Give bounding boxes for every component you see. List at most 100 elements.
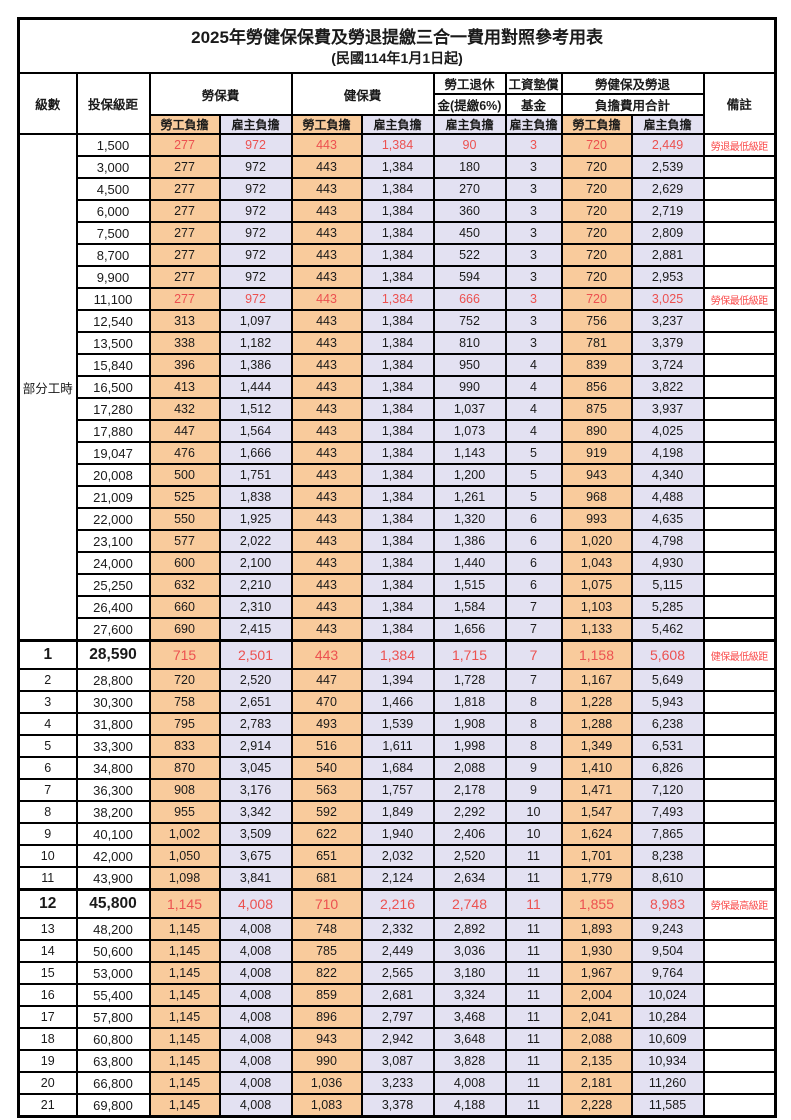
remark-cell: 勞退最低級距 xyxy=(702,133,777,157)
value-cell: 1,384 xyxy=(360,265,435,289)
remark-cell xyxy=(702,375,777,399)
value-cell: 1,384 xyxy=(360,133,435,157)
value-cell: 1,145 xyxy=(148,1071,221,1095)
value-cell: 9 xyxy=(504,778,563,802)
level-cell: 17 xyxy=(17,1005,78,1029)
level-cell: 20 xyxy=(17,1071,78,1095)
value-cell: 2,124 xyxy=(360,866,435,891)
value-cell: 11 xyxy=(504,1093,563,1118)
remark-cell xyxy=(702,939,777,963)
value-cell: 443 xyxy=(290,265,363,289)
value-cell: 1,158 xyxy=(560,639,633,670)
value-cell: 2,809 xyxy=(630,221,705,245)
value-cell: 1,036 xyxy=(290,1071,363,1095)
value-cell: 4 xyxy=(504,353,563,377)
value-cell: 6 xyxy=(504,507,563,531)
bracket-cell: 9,900 xyxy=(75,265,151,289)
value-cell: 1,384 xyxy=(360,243,435,267)
value-cell: 990 xyxy=(432,375,507,399)
table-row: 4 31,800 795 2,783 493 1,539 1,908 8 1,288 6,238 xyxy=(17,712,777,736)
table-row: 部分工時 1,500 277 972 443 1,384 90 3 720 2,449 勞退最低級距 xyxy=(17,133,777,642)
value-cell: 7 xyxy=(504,639,563,670)
value-cell: 443 xyxy=(290,177,363,201)
value-cell: 1,200 xyxy=(432,463,507,487)
value-cell: 5,608 xyxy=(630,639,705,670)
remark-cell xyxy=(702,712,777,736)
table-row: 8 38,200 955 3,342 592 1,849 2,292 10 1,547 7,493 xyxy=(17,800,777,824)
remark-cell xyxy=(702,177,777,201)
value-cell: 720 xyxy=(148,668,221,692)
remark-cell xyxy=(702,917,777,941)
value-cell: 833 xyxy=(148,734,221,758)
value-cell: 1,584 xyxy=(432,595,507,619)
value-cell: 1,384 xyxy=(360,397,435,421)
value-cell: 748 xyxy=(290,917,363,941)
subheader-total-employee: 勞工負擔 xyxy=(560,114,633,135)
level-cell: 1 xyxy=(17,639,78,670)
value-cell: 1,167 xyxy=(560,668,633,692)
value-cell: 2,181 xyxy=(560,1071,633,1095)
bracket-cell: 28,590 xyxy=(75,639,151,670)
value-cell: 6 xyxy=(504,551,563,575)
bracket-cell: 23,100 xyxy=(75,529,151,553)
value-cell: 443 xyxy=(290,133,363,157)
value-cell: 1,925 xyxy=(218,507,293,531)
value-cell: 1,145 xyxy=(148,983,221,1007)
level-cell: 7 xyxy=(17,778,78,802)
remark-cell xyxy=(702,800,777,824)
value-cell: 6,238 xyxy=(630,712,705,736)
value-cell: 1,384 xyxy=(360,441,435,465)
value-cell: 2,449 xyxy=(630,133,705,157)
value-cell: 10,609 xyxy=(630,1027,705,1051)
value-cell: 3 xyxy=(504,287,563,311)
value-cell: 4,488 xyxy=(630,485,705,509)
bracket-cell: 30,300 xyxy=(75,690,151,714)
level-cell: 2 xyxy=(17,668,78,692)
remark-cell xyxy=(702,309,777,333)
remark-cell xyxy=(702,1027,777,1051)
bracket-cell: 6,000 xyxy=(75,199,151,223)
value-cell: 447 xyxy=(148,419,221,443)
subheader-pension-employer: 雇主負擔 xyxy=(432,114,507,135)
bracket-cell: 48,200 xyxy=(75,917,151,941)
value-cell: 10,284 xyxy=(630,1005,705,1029)
remark-cell xyxy=(702,822,777,846)
col-header-bracket: 投保級距 xyxy=(75,72,151,135)
value-cell: 1,145 xyxy=(148,961,221,985)
bracket-cell: 63,800 xyxy=(75,1049,151,1073)
value-cell: 7 xyxy=(504,617,563,642)
value-cell: 1,073 xyxy=(432,419,507,443)
level-cell: 16 xyxy=(17,983,78,1007)
value-cell: 972 xyxy=(218,287,293,311)
value-cell: 2,629 xyxy=(630,177,705,201)
value-cell: 470 xyxy=(290,690,363,714)
value-cell: 443 xyxy=(290,551,363,575)
subheader-labor-employee: 勞工負擔 xyxy=(148,114,221,135)
table-row: 7,500 277 972 443 1,384 450 3 720 2,809 xyxy=(19,221,777,245)
value-cell: 11 xyxy=(504,1027,563,1051)
value-cell: 1,050 xyxy=(148,844,221,868)
value-cell: 3 xyxy=(504,331,563,355)
value-cell: 3,036 xyxy=(432,939,507,963)
premium-reference-table: 2025年勞健保保費及勞退提繳三合一費用對照參考用表 (民國114年1月1日起)… xyxy=(17,17,778,1118)
value-cell: 2,088 xyxy=(560,1027,633,1051)
value-cell: 11 xyxy=(504,1005,563,1029)
remark-cell xyxy=(702,441,777,465)
part-time-merged-cell: 部分工時 xyxy=(17,133,78,642)
value-cell: 3,025 xyxy=(630,287,705,311)
bracket-cell: 42,000 xyxy=(75,844,151,868)
value-cell: 6,531 xyxy=(630,734,705,758)
level-cell: 11 xyxy=(17,866,78,891)
value-cell: 550 xyxy=(148,507,221,531)
value-cell: 9,764 xyxy=(630,961,705,985)
bracket-cell: 3,000 xyxy=(75,155,151,179)
value-cell: 651 xyxy=(290,844,363,868)
value-cell: 3,468 xyxy=(432,1005,507,1029)
value-cell: 277 xyxy=(148,155,221,179)
value-cell: 3,937 xyxy=(630,397,705,421)
value-cell: 8 xyxy=(504,712,563,736)
value-cell: 2,651 xyxy=(218,690,293,714)
value-cell: 1,818 xyxy=(432,690,507,714)
value-cell: 2,520 xyxy=(432,844,507,868)
level-cell: 13 xyxy=(17,917,78,941)
